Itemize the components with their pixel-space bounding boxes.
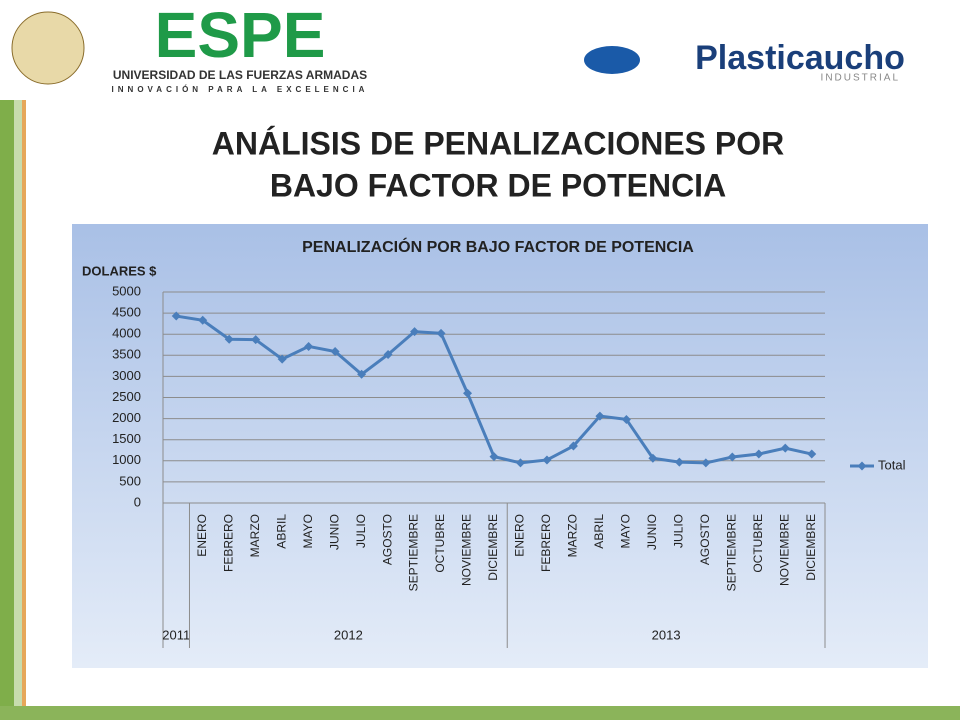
point-marker <box>410 327 420 337</box>
x-tick-label: ABRIL <box>274 514 288 549</box>
x-tick-label: DICIEMBRE <box>804 514 818 581</box>
group-label: 2013 <box>652 627 681 642</box>
x-tick-label: MARZO <box>566 514 580 557</box>
logo-left-motto: INNOVACIÓN PARA LA EXCELENCIA <box>112 85 369 94</box>
logo-right: Plasticaucho <box>695 39 905 77</box>
point-marker <box>727 452 737 462</box>
point-marker <box>436 328 446 338</box>
y-axis-label: DOLARES $ <box>82 263 157 278</box>
left-stripe <box>0 100 14 720</box>
chart-area <box>72 224 928 668</box>
point-marker <box>780 443 790 453</box>
y-tick-label: 4500 <box>112 305 141 320</box>
point-marker <box>277 354 287 364</box>
bottom-stripe <box>0 706 960 720</box>
group-label: 2011 <box>162 627 190 642</box>
point-marker <box>515 458 525 468</box>
point-marker <box>251 335 261 345</box>
point-marker <box>171 311 181 321</box>
point-marker <box>807 449 817 459</box>
left-stripe <box>14 100 22 720</box>
x-tick-label: FEBRERO <box>221 514 235 572</box>
point-marker <box>621 414 631 424</box>
x-tick-label: FEBRERO <box>539 514 553 572</box>
chart-title: PENALIZACIÓN POR BAJO FACTOR DE POTENCIA <box>302 237 694 256</box>
y-tick-label: 4000 <box>112 326 141 341</box>
x-tick-label: JUNIO <box>327 514 341 550</box>
logo-left: ESPE <box>155 0 326 71</box>
y-tick-label: 1000 <box>112 452 141 467</box>
x-tick-label: SEPTIEMBRE <box>724 514 738 591</box>
x-tick-label: ENERO <box>513 514 527 557</box>
y-tick-label: 1500 <box>112 431 141 446</box>
group-label: 2012 <box>334 627 363 642</box>
x-tick-label: MARZO <box>248 514 262 557</box>
legend-label: Total <box>878 457 906 472</box>
slide-title: BAJO FACTOR DE POTENCIA <box>270 167 726 203</box>
point-marker <box>489 452 499 462</box>
slide-title: ANÁLISIS DE PENALIZACIONES POR <box>212 125 785 161</box>
point-marker <box>224 334 234 344</box>
point-marker <box>754 449 764 459</box>
x-tick-label: ENERO <box>195 514 209 557</box>
point-marker <box>568 441 578 451</box>
x-tick-label: OCTUBRE <box>433 514 447 573</box>
point-marker <box>304 341 314 351</box>
left-stripe <box>22 100 26 720</box>
x-tick-label: OCTUBRE <box>751 514 765 573</box>
x-tick-label: JULIO <box>354 514 368 548</box>
x-tick-label: JUNIO <box>645 514 659 550</box>
y-tick-label: 3000 <box>112 368 141 383</box>
x-tick-label: JULIO <box>672 514 686 548</box>
logo-left-subtitle: UNIVERSIDAD DE LAS FUERZAS ARMADAS <box>113 68 367 82</box>
x-tick-label: NOVIEMBRE <box>460 514 474 586</box>
point-marker <box>357 369 367 379</box>
point-marker <box>463 388 473 398</box>
y-tick-label: 500 <box>119 473 141 488</box>
y-tick-label: 3500 <box>112 347 141 362</box>
y-tick-label: 2500 <box>112 389 141 404</box>
point-marker <box>198 315 208 325</box>
logo-right-icon <box>584 46 640 74</box>
y-tick-label: 2000 <box>112 410 141 425</box>
y-tick-label: 0 <box>134 494 141 509</box>
x-tick-label: MAYO <box>619 514 633 548</box>
x-tick-label: AGOSTO <box>698 514 712 565</box>
point-marker <box>674 457 684 467</box>
point-marker <box>330 347 340 357</box>
x-tick-label: NOVIEMBRE <box>777 514 791 586</box>
y-tick-label: 5000 <box>112 283 141 298</box>
point-marker <box>542 455 552 465</box>
x-tick-label: ABRIL <box>592 514 606 549</box>
point-marker <box>701 458 711 468</box>
point-marker <box>383 349 393 359</box>
point-marker <box>648 453 658 463</box>
x-tick-label: DICIEMBRE <box>486 514 500 581</box>
logo-right-subtitle: INDUSTRIAL <box>821 73 900 84</box>
x-tick-label: MAYO <box>301 514 315 548</box>
emblem <box>11 11 85 85</box>
x-tick-label: SEPTIEMBRE <box>407 514 421 591</box>
legend-marker <box>857 461 867 471</box>
x-tick-label: AGOSTO <box>380 514 394 565</box>
point-marker <box>595 411 605 421</box>
